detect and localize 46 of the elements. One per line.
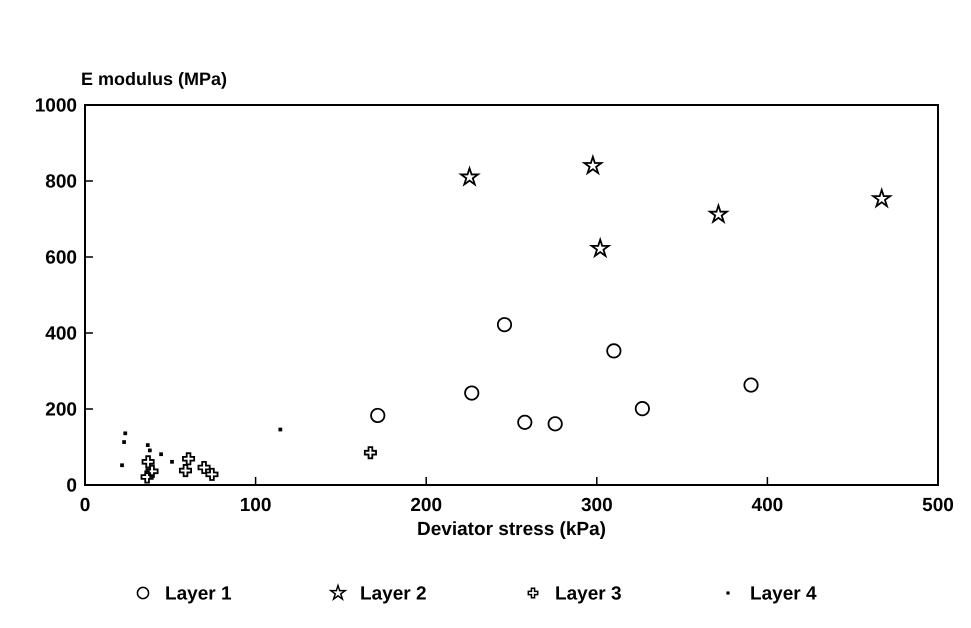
y-axis-title: E modulus (MPa) bbox=[81, 69, 228, 89]
point bbox=[170, 460, 174, 464]
point bbox=[583, 156, 602, 174]
legend-label: Layer 3 bbox=[555, 584, 622, 605]
point bbox=[606, 343, 622, 358]
point bbox=[364, 446, 377, 460]
x-axis-title: Deviator stress (kPa) bbox=[416, 519, 606, 540]
point bbox=[460, 167, 479, 186]
y-tick-label: 800 bbox=[45, 172, 77, 193]
point bbox=[198, 461, 211, 474]
point bbox=[709, 204, 728, 223]
point bbox=[182, 452, 196, 466]
point bbox=[496, 317, 512, 332]
point bbox=[140, 470, 154, 484]
point bbox=[464, 385, 480, 401]
point bbox=[370, 408, 386, 424]
point bbox=[148, 448, 152, 452]
x-tick-label: 400 bbox=[752, 495, 784, 516]
x-tick-label: 500 bbox=[922, 495, 954, 516]
legend-label: Layer 1 bbox=[165, 584, 232, 605]
point bbox=[278, 428, 282, 432]
point bbox=[548, 416, 563, 432]
x-tick-label: 300 bbox=[580, 495, 613, 516]
x-tick-label: 200 bbox=[410, 495, 442, 516]
x-tick-label: 0 bbox=[80, 495, 90, 516]
point bbox=[178, 464, 192, 478]
y-tick-label: 400 bbox=[45, 324, 77, 345]
point bbox=[142, 455, 155, 468]
y-tick-label: 200 bbox=[45, 400, 77, 421]
legend-label: Layer 2 bbox=[360, 584, 427, 605]
point bbox=[120, 463, 124, 468]
y-tick-label: 1000 bbox=[34, 96, 77, 117]
y-tick-label: 600 bbox=[45, 248, 77, 269]
point bbox=[122, 440, 126, 444]
point bbox=[743, 377, 759, 393]
point bbox=[146, 443, 150, 447]
point bbox=[872, 189, 892, 208]
point bbox=[517, 414, 532, 430]
legend-label: Layer 4 bbox=[750, 584, 817, 605]
point bbox=[205, 468, 218, 481]
point bbox=[159, 452, 163, 456]
point bbox=[590, 238, 610, 257]
point bbox=[634, 401, 650, 416]
y-tick-label: 0 bbox=[66, 476, 77, 497]
point bbox=[146, 464, 159, 478]
x-tick-label: 100 bbox=[240, 495, 272, 516]
